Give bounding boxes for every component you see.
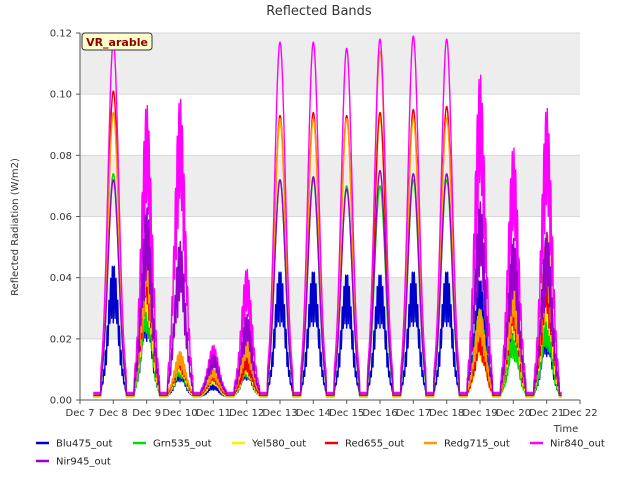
x-tick-label: Dec 20 [496, 408, 531, 419]
legend-label: Grn535_out [153, 439, 212, 450]
legend: Blu475_out Grn535_out Yel580_out Red655_out… [36, 439, 605, 468]
y-tick-label: 0.06 [50, 212, 72, 223]
chart-title: Reflected Bands [266, 4, 372, 19]
grid-band [80, 277, 580, 339]
x-tick-label: Dec 13 [262, 408, 297, 419]
vr-arable-tag: VR_arable [81, 32, 153, 51]
tag-box [81, 32, 153, 51]
legend-label: Red655_out [345, 439, 405, 450]
y-tick-label: 0.04 [50, 273, 72, 284]
legend-label: Nir840_out [550, 439, 605, 450]
y-tick-label: 0.12 [50, 29, 72, 40]
y-tick-label: 0.00 [50, 396, 72, 407]
legend-label: Redg715_out [444, 439, 510, 450]
series-lines [92, 35, 562, 398]
x-tick-label: Dec 19 [462, 408, 497, 419]
legend-label: Blu475_out [56, 439, 113, 450]
series-line-nir840_out [92, 35, 562, 394]
y-tick-label: 0.10 [50, 90, 72, 101]
axes: 0.00 0.02 0.04 0.06 0.08 0.10 0.12 Dec 7 Dec 8 De… [50, 29, 598, 420]
x-tick-label: Dec 15 [329, 408, 364, 419]
x-tick-label: Dec 17 [396, 408, 431, 419]
x-tick-label: Dec 18 [429, 408, 464, 419]
y-axis-label: Reflected Radiation (W/m2) [10, 158, 21, 296]
x-tick-label: Dec 14 [296, 408, 331, 419]
series-line-nir945_out [92, 169, 562, 395]
legend-label: Nir945_out [56, 457, 111, 468]
y-tick-label: 0.02 [50, 334, 72, 345]
grid-band [80, 33, 580, 95]
x-tick-label: Dec 12 [229, 408, 264, 419]
x-axis-label: Time [553, 424, 578, 435]
x-tick-label: Dec 22 [562, 408, 597, 419]
y-tick-label: 0.08 [50, 151, 72, 162]
grid-band [80, 155, 580, 217]
x-tick-label: Dec 7 [66, 408, 95, 419]
legend-label: Yel580_out [251, 439, 306, 450]
tag-label: VR_arable [86, 36, 148, 49]
x-tick-label: Dec 10 [162, 408, 197, 419]
x-tick-label: Dec 11 [196, 408, 231, 419]
x-tick-label: Dec 9 [132, 408, 161, 419]
x-tick-label: Dec 21 [529, 408, 564, 419]
x-tick-label: Dec 8 [99, 408, 128, 419]
x-tick-label: Dec 16 [362, 408, 397, 419]
